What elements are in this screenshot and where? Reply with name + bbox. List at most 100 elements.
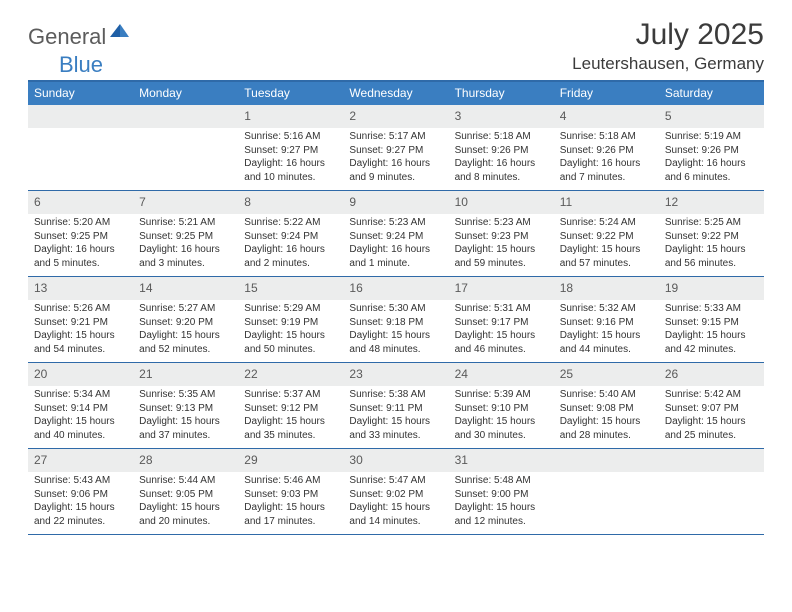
day-body: Sunrise: 5:38 AMSunset: 9:11 PMDaylight:…: [347, 388, 444, 442]
day-number-bar: 17: [449, 277, 554, 300]
day-number: 14: [139, 281, 152, 295]
day-body: Sunrise: 5:25 AMSunset: 9:22 PMDaylight:…: [663, 216, 760, 270]
day-cell: 1 Sunrise: 5:16 AMSunset: 9:27 PMDaylight…: [238, 105, 343, 190]
day-number-bar: 28: [133, 449, 238, 472]
dow-cell: Sunday: [28, 82, 133, 105]
day-number-bar: 18: [554, 277, 659, 300]
day-number-bar: 27: [28, 449, 133, 472]
day-number: 18: [560, 281, 573, 295]
week-row: 6Sunrise: 5:20 AMSunset: 9:25 PMDaylight…: [28, 191, 764, 277]
logo: General: [28, 18, 132, 50]
day-body: Sunrise: 5:30 AMSunset: 9:18 PMDaylight:…: [347, 302, 444, 356]
day-number: 20: [34, 367, 47, 381]
week-row: 1 Sunrise: 5:16 AMSunset: 9:27 PMDaylight…: [28, 105, 764, 191]
day-body: Sunrise: 5:18 AMSunset: 9:26 PMDaylight:…: [453, 130, 550, 184]
day-body: Sunrise: 5:27 AMSunset: 9:20 PMDaylight:…: [137, 302, 234, 356]
day-number: 26: [665, 367, 678, 381]
day-body: Sunrise: 5:21 AMSunset: 9:25 PMDaylight:…: [137, 216, 234, 270]
location-label: Leutershausen, Germany: [572, 54, 764, 74]
day-number-bar: 13: [28, 277, 133, 300]
dow-cell: Saturday: [659, 82, 764, 105]
day-cell: 19 Sunrise: 5:33 AMSunset: 9:15 PMDayligh…: [659, 277, 764, 362]
day-number-bar: 25: [554, 363, 659, 386]
day-cell: 13Sunrise: 5:26 AMSunset: 9:21 PMDayligh…: [28, 277, 133, 362]
day-body: Sunrise: 5:32 AMSunset: 9:16 PMDaylight:…: [558, 302, 655, 356]
day-number-bar: 5: [659, 105, 764, 128]
day-number: 2: [349, 109, 356, 123]
day-body: Sunrise: 5:29 AMSunset: 9:19 PMDaylight:…: [242, 302, 339, 356]
day-number-bar: 4: [554, 105, 659, 128]
day-body: Sunrise: 5:31 AMSunset: 9:17 PMDaylight:…: [453, 302, 550, 356]
day-body: Sunrise: 5:48 AMSunset: 9:00 PMDaylight:…: [453, 474, 550, 528]
day-body: Sunrise: 5:39 AMSunset: 9:10 PMDaylight:…: [453, 388, 550, 442]
day-number: 30: [349, 453, 362, 467]
day-body: Sunrise: 5:20 AMSunset: 9:25 PMDaylight:…: [32, 216, 129, 270]
day-number-bar: 15: [238, 277, 343, 300]
day-body: Sunrise: 5:23 AMSunset: 9:24 PMDaylight:…: [347, 216, 444, 270]
day-number-bar: 23: [343, 363, 448, 386]
day-number: 24: [455, 367, 468, 381]
day-number-bar: [28, 105, 133, 128]
day-body: Sunrise: 5:22 AMSunset: 9:24 PMDaylight:…: [242, 216, 339, 270]
day-number: 25: [560, 367, 573, 381]
day-body: Sunrise: 5:44 AMSunset: 9:05 PMDaylight:…: [137, 474, 234, 528]
day-cell: 29Sunrise: 5:46 AMSunset: 9:03 PMDayligh…: [238, 449, 343, 534]
day-cell: [28, 105, 133, 190]
week-row: 27Sunrise: 5:43 AMSunset: 9:06 PMDayligh…: [28, 449, 764, 535]
dow-cell: Friday: [554, 82, 659, 105]
day-of-week-header: SundayMondayTuesdayWednesdayThursdayFrid…: [28, 82, 764, 105]
day-cell: 11 Sunrise: 5:24 AMSunset: 9:22 PMDayligh…: [554, 191, 659, 276]
day-number: 11: [560, 195, 572, 209]
day-number-bar: 26: [659, 363, 764, 386]
calendar: SundayMondayTuesdayWednesdayThursdayFrid…: [28, 80, 764, 535]
day-number-bar: 1: [238, 105, 343, 128]
day-cell: 22Sunrise: 5:37 AMSunset: 9:12 PMDayligh…: [238, 363, 343, 448]
dow-cell: Thursday: [449, 82, 554, 105]
day-number: 16: [349, 281, 362, 295]
day-cell: 9Sunrise: 5:23 AMSunset: 9:24 PMDaylight…: [343, 191, 448, 276]
day-number: 15: [244, 281, 257, 295]
day-body: Sunrise: 5:34 AMSunset: 9:14 PMDaylight:…: [32, 388, 129, 442]
day-number-bar: [554, 449, 659, 472]
day-number-bar: 16: [343, 277, 448, 300]
day-cell: 12Sunrise: 5:25 AMSunset: 9:22 PMDayligh…: [659, 191, 764, 276]
day-cell: 17Sunrise: 5:31 AMSunset: 9:17 PMDayligh…: [449, 277, 554, 362]
day-body: Sunrise: 5:33 AMSunset: 9:15 PMDaylight:…: [663, 302, 760, 356]
day-number-bar: 30: [343, 449, 448, 472]
day-number-bar: 19: [659, 277, 764, 300]
day-number: 21: [139, 367, 152, 381]
day-number-bar: 7: [133, 191, 238, 214]
day-number-bar: 22: [238, 363, 343, 386]
day-body: Sunrise: 5:40 AMSunset: 9:08 PMDaylight:…: [558, 388, 655, 442]
day-number: 23: [349, 367, 362, 381]
month-title: July 2025: [572, 18, 764, 52]
day-body: Sunrise: 5:18 AMSunset: 9:26 PMDaylight:…: [558, 130, 655, 184]
day-number: 27: [34, 453, 47, 467]
dow-cell: Monday: [133, 82, 238, 105]
day-body: Sunrise: 5:24 AMSunset: 9:22 PMDaylight:…: [558, 216, 655, 270]
week-row: 13Sunrise: 5:26 AMSunset: 9:21 PMDayligh…: [28, 277, 764, 363]
day-number-bar: 8: [238, 191, 343, 214]
day-body: Sunrise: 5:42 AMSunset: 9:07 PMDaylight:…: [663, 388, 760, 442]
day-number-bar: 6: [28, 191, 133, 214]
day-number-bar: [659, 449, 764, 472]
day-number-bar: 29: [238, 449, 343, 472]
day-cell: 20 Sunrise: 5:34 AMSunset: 9:14 PMDayligh…: [28, 363, 133, 448]
day-number: 19: [665, 281, 678, 295]
day-body: Sunrise: 5:26 AMSunset: 9:21 PMDaylight:…: [32, 302, 129, 356]
day-number-bar: 2: [343, 105, 448, 128]
day-cell: 4Sunrise: 5:18 AMSunset: 9:26 PMDaylight…: [554, 105, 659, 190]
day-number: 29: [244, 453, 257, 467]
day-body: Sunrise: 5:35 AMSunset: 9:13 PMDaylight:…: [137, 388, 234, 442]
day-number: 31: [455, 453, 468, 467]
week-row: 20 Sunrise: 5:34 AMSunset: 9:14 PMDayligh…: [28, 363, 764, 449]
day-cell: 8Sunrise: 5:22 AMSunset: 9:24 PMDaylight…: [238, 191, 343, 276]
day-cell: 14 Sunrise: 5:27 AMSunset: 9:20 PMDayligh…: [133, 277, 238, 362]
day-body: Sunrise: 5:16 AMSunset: 9:27 PMDaylight:…: [242, 130, 339, 184]
day-number: 1: [244, 109, 251, 123]
day-cell: 3Sunrise: 5:18 AMSunset: 9:26 PMDaylight…: [449, 105, 554, 190]
dow-cell: Wednesday: [343, 82, 448, 105]
day-body: Sunrise: 5:47 AMSunset: 9:02 PMDaylight:…: [347, 474, 444, 528]
day-number-bar: 31: [449, 449, 554, 472]
day-number-bar: 21: [133, 363, 238, 386]
